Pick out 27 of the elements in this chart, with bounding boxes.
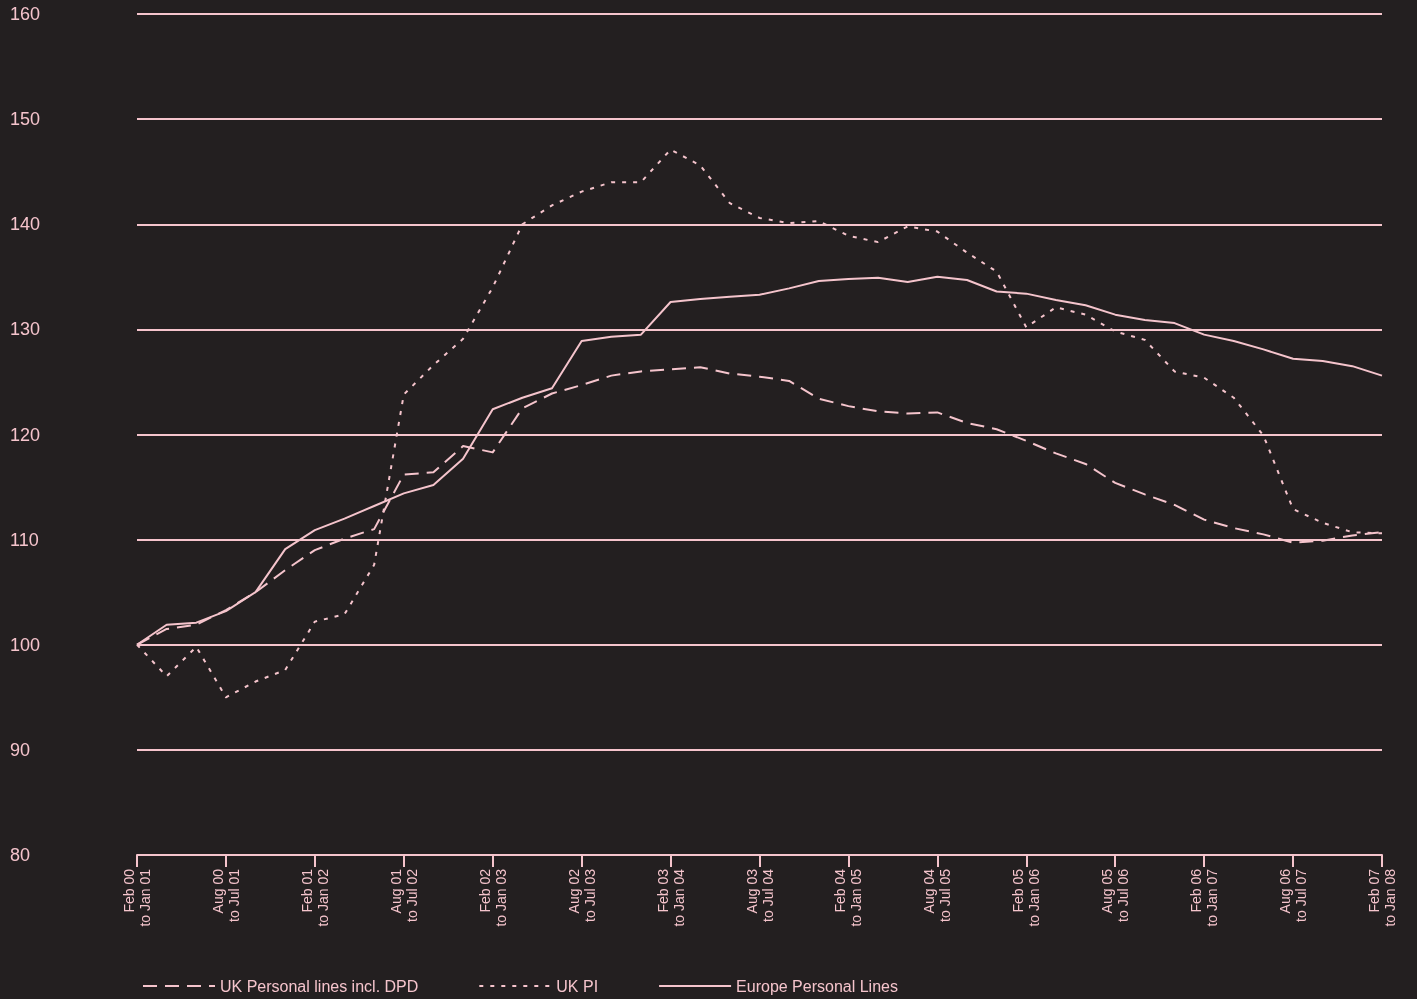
y-tick-label: 120 xyxy=(10,424,41,445)
y-tick-label: 110 xyxy=(10,529,39,550)
y-tick-label: 130 xyxy=(10,319,41,340)
y-tick-label: 80 xyxy=(10,845,31,865)
y-tick-label: 150 xyxy=(10,109,41,130)
legend-label: UK PI xyxy=(556,977,599,995)
x-tick-label: Aug 00 to Jul 01 xyxy=(209,868,242,922)
x-tick-label: Aug 01 to Jul 02 xyxy=(387,868,420,922)
x-tick-label: Feb 07 to Jan 08 xyxy=(1366,868,1398,927)
x-tick-label: Aug 02 to Jul 03 xyxy=(565,868,598,922)
legend-label: UK Personal lines incl. DPD xyxy=(220,977,419,995)
x-tick-label: Feb 01 to Jan 02 xyxy=(298,868,331,927)
y-tick-label: 90 xyxy=(10,739,31,760)
x-tick-label: Aug 03 to Jul 04 xyxy=(743,868,776,922)
x-tick-label: Feb 05 to Jan 06 xyxy=(1010,868,1043,927)
x-tick-label: Feb 00 to Jan 01 xyxy=(121,868,153,927)
x-tick-label: Feb 02 to Jan 03 xyxy=(476,868,509,927)
x-tick-label: Aug 04 to Jul 05 xyxy=(921,868,954,922)
x-tick-label: Feb 06 to Jan 07 xyxy=(1188,868,1221,927)
legend-label: Europe Personal Lines xyxy=(736,977,898,995)
x-tick-label: Aug 06 to Jul 07 xyxy=(1277,868,1310,922)
y-tick-label: 100 xyxy=(10,634,41,655)
x-tick-label: Aug 05 to Jul 06 xyxy=(1099,868,1132,922)
y-tick-label: 160 xyxy=(10,4,41,24)
x-tick-label: Feb 03 to Jan 04 xyxy=(654,868,687,927)
y-tick-label: 140 xyxy=(10,214,41,235)
x-tick-label: Feb 04 to Jan 05 xyxy=(832,868,865,927)
